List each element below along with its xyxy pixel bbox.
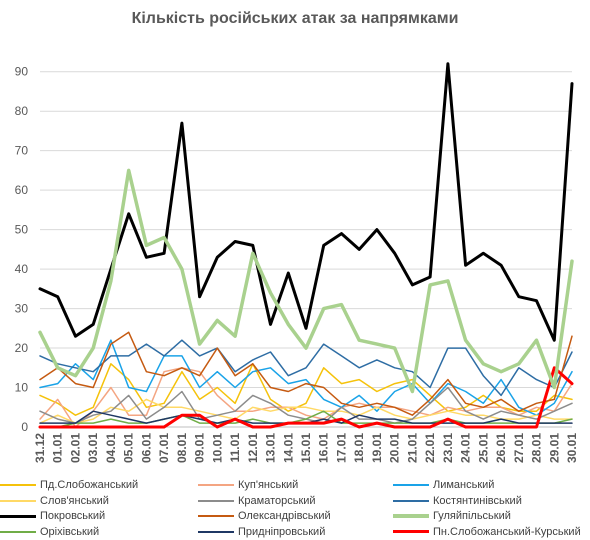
y-tick-label: 30 <box>15 302 29 316</box>
y-tick-label: 10 <box>15 381 29 395</box>
legend-item: Костянтинівський <box>393 495 522 507</box>
y-tick-label: 70 <box>15 144 29 158</box>
x-tick-label: 20.01 <box>388 433 402 463</box>
series-line-5 <box>39 339 573 397</box>
x-tick-label: 07.01 <box>157 433 171 463</box>
legend-label: Придніпровський <box>238 525 326 538</box>
legend-swatch <box>198 515 234 517</box>
legend-item: Пд.Слобожанський <box>0 479 138 491</box>
legend-swatch <box>198 530 234 533</box>
y-tick-label: 80 <box>15 104 29 118</box>
x-tick-label: 28.01 <box>530 433 544 463</box>
legend-label: Олександрівський <box>238 510 331 522</box>
legend-swatch <box>393 499 429 502</box>
x-tick-label: 18.01 <box>352 433 366 463</box>
legend-item: Оріхівський <box>0 526 99 538</box>
y-tick-label: 0 <box>21 420 28 434</box>
x-tick-label: 19.01 <box>370 433 384 463</box>
series-line-9 <box>39 410 573 428</box>
y-tick-label: 50 <box>15 223 29 237</box>
series-line-8 <box>38 168 574 394</box>
legend-item: Гуляйпільський <box>393 510 511 522</box>
legend-swatch <box>393 484 429 486</box>
y-tick-label: 20 <box>15 341 29 355</box>
x-tick-label: 30.01 <box>565 433 579 463</box>
legend-label: Оріхівський <box>40 525 100 538</box>
x-tick-label: 27.01 <box>512 433 526 463</box>
x-tick-label: 25.01 <box>476 433 490 463</box>
x-tick-label: 31.12 <box>33 433 47 463</box>
series-line-0 <box>39 363 573 416</box>
y-tick-label: 90 <box>15 65 29 79</box>
legend-label: Краматорський <box>238 494 316 507</box>
legend-item: Слов'янський <box>0 495 109 507</box>
x-tick-label: 24.01 <box>459 433 473 463</box>
x-tick-label: 01.01 <box>51 433 65 463</box>
x-tick-label: 23.01 <box>441 433 455 463</box>
legend-item: Олександрівський <box>198 510 331 522</box>
legend-item: Покровський <box>0 510 105 522</box>
x-tick-label: 10.01 <box>210 433 224 463</box>
legend-swatch <box>0 530 36 533</box>
series-line-2 <box>39 339 573 416</box>
legend-label: Лиманський <box>433 479 495 491</box>
legend-swatch <box>198 484 234 486</box>
legend-item: Лиманський <box>393 479 494 491</box>
legend-item: Куп'янський <box>198 479 298 491</box>
y-tick-label: 60 <box>15 183 29 197</box>
legend-swatch <box>393 530 429 533</box>
legend-swatch <box>198 499 234 502</box>
legend-label: Куп'янський <box>238 479 299 491</box>
series-line-6 <box>38 62 574 342</box>
series-line-7 <box>39 331 573 416</box>
chart-title: Кількість російських атак за напрямками <box>131 10 459 27</box>
x-tick-label: 08.01 <box>175 433 189 463</box>
y-tick-label: 40 <box>15 262 29 276</box>
legend-swatch <box>0 499 36 502</box>
x-tick-label: 15.01 <box>299 433 313 463</box>
gridlines <box>40 71 572 428</box>
legend-label: Пд.Слобожанський <box>40 479 139 491</box>
x-tick-label: 16.01 <box>317 433 331 463</box>
legend-swatch <box>0 484 36 486</box>
series-line-3 <box>39 398 573 424</box>
chart-legend: Пд.Слобожанський Куп'янський Лиманський Сло… <box>0 479 590 540</box>
x-tick-label: 06.01 <box>139 433 153 463</box>
x-tick-label: 26.01 <box>494 433 508 463</box>
legend-item: Краматорський <box>198 495 316 507</box>
legend-swatch <box>0 514 36 518</box>
x-tick-label: 05.01 <box>122 433 136 463</box>
x-tick-label: 13.01 <box>264 433 278 463</box>
legend-label: Гуляйпільський <box>433 510 511 522</box>
series-line-11 <box>38 366 574 429</box>
legend-label: Пн.Слобожанський-Курський <box>433 525 581 538</box>
x-tick-label: 12.01 <box>246 433 260 463</box>
x-tick-label: 17.01 <box>334 433 348 463</box>
x-tick-label: 29.01 <box>547 433 561 463</box>
legend-swatch <box>393 514 429 518</box>
series-line-1 <box>39 367 573 428</box>
x-tick-label: 04.01 <box>104 433 118 463</box>
x-tick-label: 11.01 <box>228 433 242 463</box>
x-tick-label: 09.01 <box>193 433 207 463</box>
x-tick-label: 02.01 <box>68 433 82 463</box>
legend-item: Пн.Слобожанський-Курський <box>393 526 581 538</box>
series-lines <box>38 62 574 429</box>
y-axis-ticks: 0 10 20 30 40 50 60 70 80 90 <box>15 65 29 434</box>
legend-item: Придніпровський <box>198 526 325 538</box>
x-axis-ticks: 31.12 01.01 02.01 03.01 04.01 05.01 06.01 07.01… <box>33 433 579 463</box>
line-chart: 0 10 20 30 40 50 60 70 80 90 31.12 01.01 02.01 03.01… <box>15 62 579 463</box>
x-tick-label: 03.01 <box>86 433 100 463</box>
x-tick-label: 14.01 <box>281 433 295 463</box>
legend-label: Слов'янський <box>40 494 109 507</box>
legend-label: Костянтинівський <box>433 494 522 507</box>
x-tick-label: 22.01 <box>423 433 437 463</box>
x-tick-label: 21.01 <box>405 433 419 463</box>
legend-label: Покровський <box>40 510 106 522</box>
